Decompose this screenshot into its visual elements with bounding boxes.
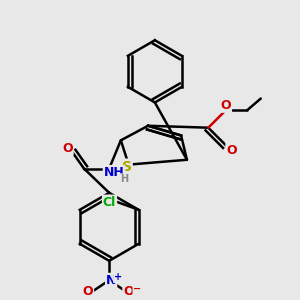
Text: N: N — [106, 274, 116, 287]
Text: O: O — [82, 285, 93, 298]
Text: O: O — [226, 143, 237, 157]
Text: H: H — [120, 174, 128, 184]
Text: −: − — [133, 284, 141, 294]
Text: O: O — [62, 142, 73, 154]
Text: S: S — [122, 160, 132, 174]
Text: O: O — [220, 99, 231, 112]
Text: +: + — [114, 272, 122, 282]
Text: NH: NH — [104, 166, 124, 179]
Text: Cl: Cl — [103, 196, 116, 208]
Text: O: O — [123, 285, 134, 298]
